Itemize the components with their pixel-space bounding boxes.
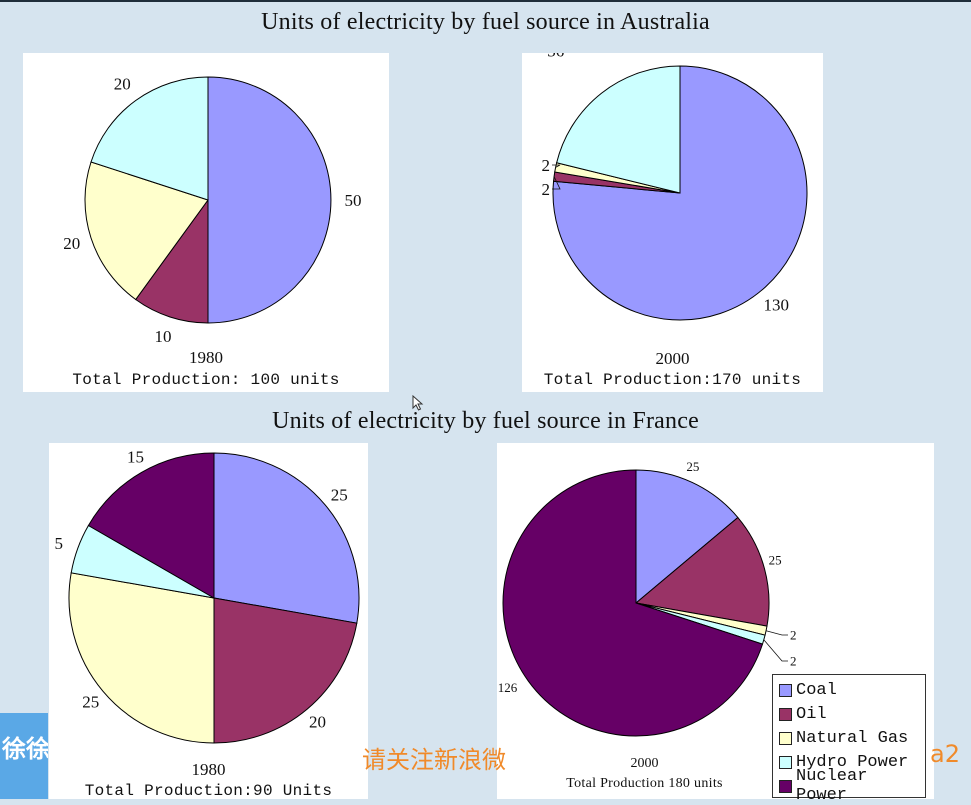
- australia-heading: Units of electricity by fuel source in A…: [261, 9, 710, 35]
- leader-line: [765, 630, 788, 636]
- leader-line: [552, 164, 561, 168]
- pie-slice-hydro-power: [556, 65, 681, 194]
- chart-total-label: Total Production:90 Units: [84, 782, 333, 799]
- data-label: 20: [309, 712, 326, 731]
- pie-chart-fr-1980: 25 20 25 5 15: [54, 448, 360, 744]
- pie-slice-hydro-power: [90, 76, 209, 201]
- data-label: 126: [498, 680, 518, 695]
- data-label: 25: [82, 692, 99, 711]
- chart-legend: Coal Oil Natural Gas Hydro Power Nuclear…: [772, 674, 926, 805]
- data-label: 2: [542, 156, 551, 175]
- legend-swatch: [779, 707, 792, 721]
- pie-slice-coal: [552, 65, 808, 321]
- data-label: 25: [769, 552, 782, 567]
- legend-swatch: [779, 683, 792, 697]
- legend-item-nuclear-power: Nuclear Power: [779, 767, 925, 805]
- legend-label: Natural Gas: [796, 728, 909, 748]
- data-label: 10: [155, 327, 172, 346]
- chart-year-label: 2000: [655, 349, 690, 368]
- legend-item-natural-gas: Natural Gas: [779, 726, 925, 750]
- pie-slice-oil: [634, 516, 770, 627]
- pie-slice-oil: [213, 597, 358, 744]
- pie-slice-coal: [213, 452, 360, 624]
- chart-year-label: 1980: [189, 348, 223, 367]
- watermark-text: 请关注新浪微: [362, 746, 506, 774]
- data-label: 2: [542, 180, 551, 199]
- data-label: 5: [54, 534, 63, 553]
- data-label: 20: [114, 75, 131, 94]
- pie-chart-au-1980: 50 10 20 20: [63, 75, 362, 347]
- pie-slice-natural-gas: [68, 572, 215, 744]
- legend-label: Oil: [796, 704, 827, 724]
- chart-panel-fr-1980: 25 20 25 5 15 1980 Total Production:90 Units: [49, 443, 368, 799]
- data-label: 25: [331, 486, 348, 505]
- legend-item-coal: Coal: [779, 678, 925, 702]
- chart-total-label: Total Production:170 units: [543, 371, 802, 389]
- data-label: 15: [127, 448, 144, 467]
- legend-label: Nuclear Power: [796, 767, 868, 805]
- pie-slice-natural-gas: [84, 161, 209, 301]
- legend-label: Hydro Power: [796, 752, 909, 772]
- pie-slice-nuclear-power: [87, 452, 215, 599]
- data-label: 130: [764, 296, 790, 315]
- mouse-pointer-icon: [412, 395, 424, 411]
- data-label: 25: [686, 459, 699, 474]
- chart-total-label: Total Production 180 units: [566, 776, 723, 791]
- legend-item-hydro-power: Hydro Power: [779, 750, 925, 774]
- legend-label: Coal: [796, 680, 837, 700]
- data-label: 2: [790, 628, 797, 643]
- pie-chart-au-2000: 130 2 2 36: [542, 53, 808, 321]
- legend-swatch: [779, 755, 792, 769]
- legend-swatch: [779, 731, 792, 745]
- legend-swatch: [779, 779, 792, 793]
- data-label: 36: [547, 53, 564, 60]
- leader-line: [552, 176, 561, 190]
- pie-slice-coal: [635, 469, 739, 605]
- chart-total-label: Total Production: 100 units: [72, 371, 340, 389]
- pie-chart-fr-2000: 25 25 2 2 126: [498, 459, 797, 737]
- france-heading: Units of electricity by fuel source in F…: [272, 408, 699, 434]
- pie-slice-coal: [207, 76, 332, 324]
- legend-item-oil: Oil: [779, 702, 925, 726]
- data-label: 20: [63, 234, 80, 253]
- data-label: 2: [790, 654, 797, 669]
- pie-slice-oil: [135, 198, 209, 324]
- chart-panel-au-1980: 50 10 20 20 1980 Total Production: 100 unit…: [23, 53, 389, 392]
- pie-slice-nuclear-power: [502, 469, 764, 737]
- window-top-border: [0, 0, 971, 2]
- chart-panel-au-2000: 130 2 2 36 2000 Total Production:170 units: [522, 53, 823, 392]
- chart-year-label: 2000: [630, 756, 659, 771]
- data-label: 50: [345, 191, 362, 210]
- leader-line: [763, 639, 788, 662]
- watermark-logo: 徐徐: [0, 713, 48, 799]
- watermark-text-right: a2: [930, 740, 960, 768]
- chart-year-label: 1980: [191, 760, 226, 779]
